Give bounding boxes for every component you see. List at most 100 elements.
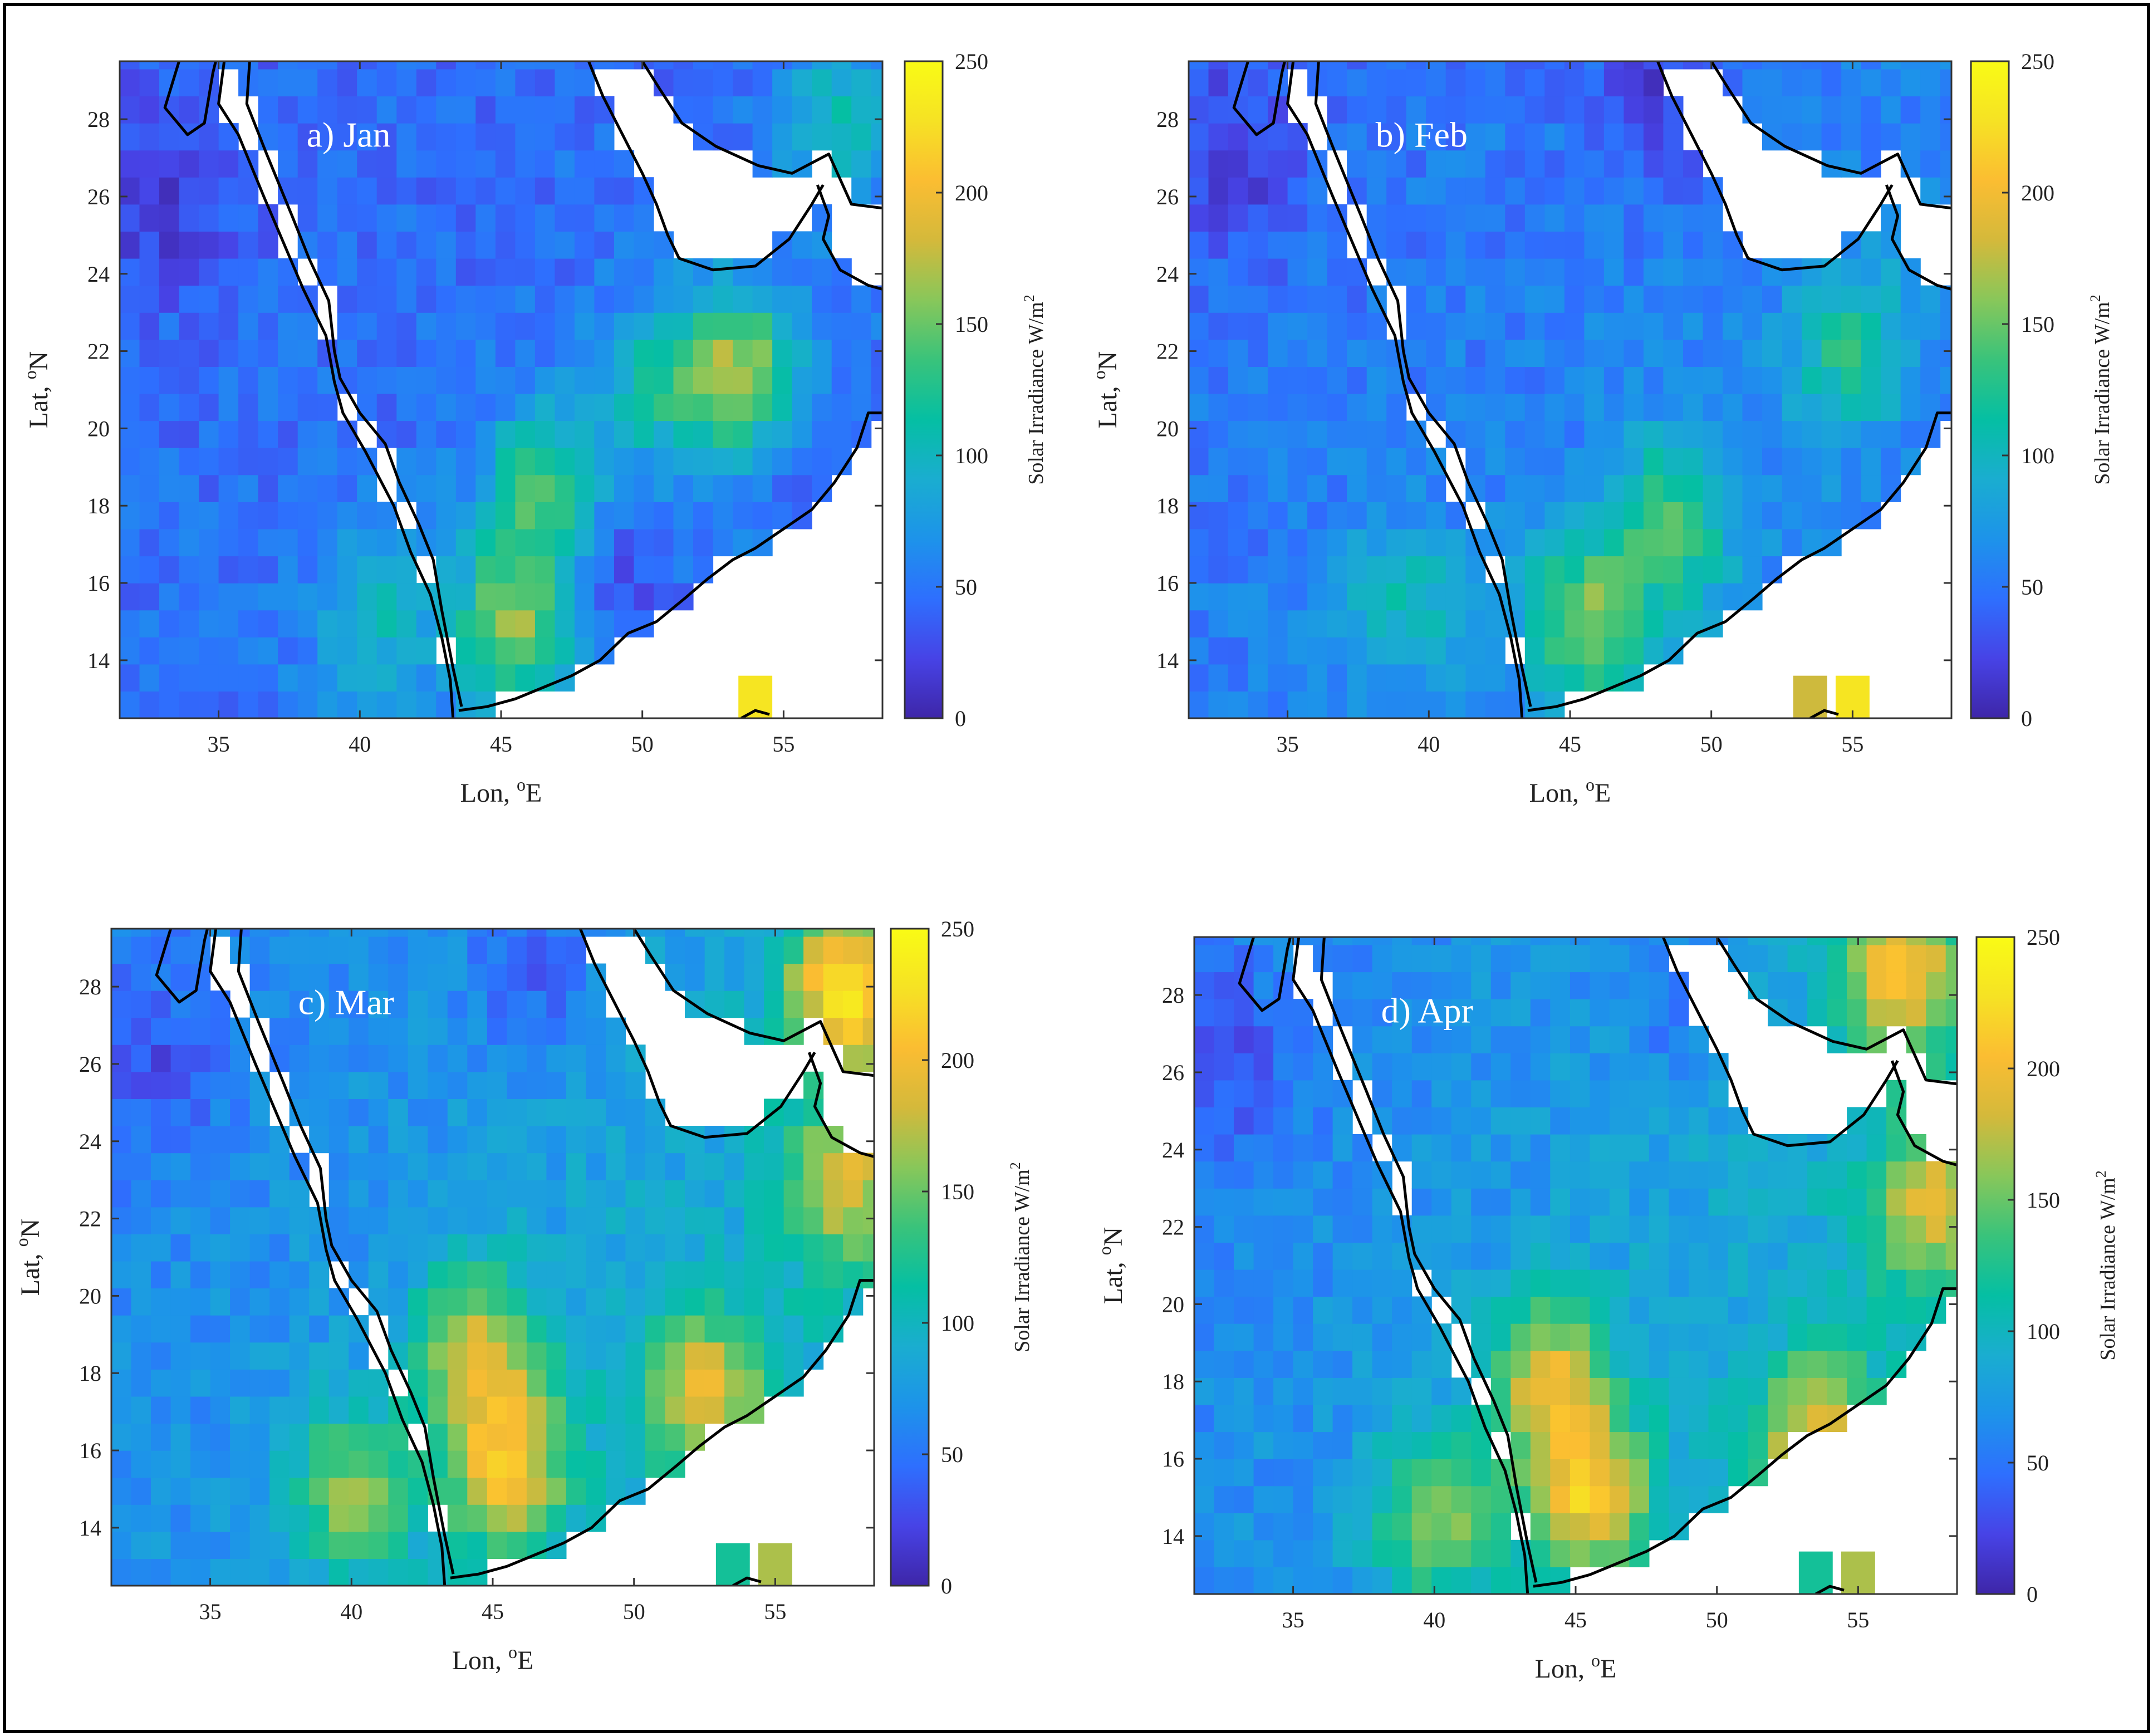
heatmap-cell bbox=[396, 448, 417, 475]
heatmap-cell bbox=[1471, 1080, 1492, 1107]
heatmap-cell bbox=[614, 150, 635, 178]
heatmap-cell bbox=[1208, 204, 1229, 232]
heatmap-cell bbox=[1564, 339, 1585, 367]
coastlines bbox=[1232, 61, 1951, 718]
heatmap-cell bbox=[673, 448, 694, 475]
heatmap-cell bbox=[1431, 1161, 1452, 1189]
heatmap-cell bbox=[606, 1071, 626, 1099]
heatmap-cell bbox=[159, 528, 180, 557]
heatmap-cell bbox=[278, 474, 298, 502]
heatmap-cell bbox=[1544, 150, 1565, 178]
heatmap-cell bbox=[1307, 177, 1328, 205]
heatmap-cell bbox=[1327, 637, 1347, 665]
heatmap-cell bbox=[1352, 1188, 1373, 1216]
heatmap-cell bbox=[436, 339, 457, 367]
heatmap-cell bbox=[1307, 420, 1328, 448]
heatmap-cell bbox=[1584, 610, 1605, 637]
heatmap-cell bbox=[1505, 68, 1526, 97]
heatmap-cell bbox=[159, 420, 180, 448]
heatmap-cell bbox=[586, 1342, 606, 1370]
heatmap-cell bbox=[1273, 1242, 1294, 1270]
heatmap-cell bbox=[1445, 258, 1466, 286]
heatmap-cell bbox=[111, 1450, 132, 1478]
heatmap-cell bbox=[507, 1315, 527, 1343]
heatmap-cell bbox=[349, 1234, 369, 1262]
heatmap-cell bbox=[1372, 937, 1392, 945]
heatmap-cell bbox=[111, 1288, 132, 1316]
heatmap-cell bbox=[289, 990, 310, 1018]
heatmap-cell bbox=[159, 366, 180, 394]
heatmap-cell bbox=[357, 123, 377, 151]
heatmap-cell bbox=[309, 1288, 330, 1316]
heatmap-cell bbox=[1807, 999, 1828, 1027]
heatmap-cell bbox=[1451, 1296, 1472, 1324]
heatmap-cell bbox=[1564, 204, 1585, 232]
heatmap-cell bbox=[1584, 339, 1605, 367]
heatmap-cell bbox=[1287, 258, 1308, 286]
heatmap-cell bbox=[487, 1234, 507, 1262]
heatmap-cell bbox=[1228, 691, 1249, 718]
heatmap-cell bbox=[645, 1396, 666, 1424]
heatmap-cell bbox=[1708, 1134, 1729, 1162]
heatmap-cell bbox=[843, 1180, 864, 1208]
heatmap-cell bbox=[1945, 1188, 1957, 1216]
heatmap-cell bbox=[574, 68, 595, 97]
heatmap-cell bbox=[812, 96, 832, 124]
heatmap-cell bbox=[1293, 1323, 1313, 1351]
heatmap-cell bbox=[1332, 1323, 1353, 1351]
heatmap-cell bbox=[258, 285, 278, 313]
heatmap-cell bbox=[606, 1342, 626, 1370]
heatmap-cell bbox=[792, 339, 812, 367]
heatmap-cell bbox=[594, 339, 615, 367]
heatmap-cell bbox=[151, 1099, 171, 1126]
heatmap-cell bbox=[1253, 1107, 1274, 1135]
heatmap-cell bbox=[645, 929, 666, 937]
heatmap-cell bbox=[1940, 123, 1951, 151]
heatmap-cell bbox=[586, 1234, 606, 1262]
heatmap-cell bbox=[555, 420, 575, 448]
heatmap-cell bbox=[1426, 502, 1446, 529]
coastline bbox=[732, 1576, 762, 1586]
heatmap-cell bbox=[1624, 68, 1644, 97]
heatmap-cell bbox=[1253, 1296, 1274, 1324]
heatmap-cell bbox=[1544, 204, 1565, 232]
heatmap-cell bbox=[1669, 1485, 1689, 1513]
heatmap-cell bbox=[1886, 1242, 1907, 1270]
heatmap-cell bbox=[1386, 61, 1407, 70]
x-tick-label: 45 bbox=[1565, 1607, 1587, 1632]
heatmap-cell bbox=[1807, 1134, 1828, 1162]
heatmap-cell bbox=[1426, 231, 1446, 259]
heatmap-cell bbox=[455, 528, 476, 557]
heatmap-cell bbox=[515, 528, 536, 557]
heatmap-cell bbox=[230, 1558, 251, 1586]
heatmap-cell bbox=[1920, 366, 1941, 394]
heatmap-cell bbox=[297, 366, 318, 394]
heatmap-cell bbox=[1584, 96, 1605, 124]
heatmap-cell bbox=[1208, 177, 1229, 205]
heatmap-cell bbox=[337, 150, 357, 178]
heatmap-cell bbox=[724, 929, 745, 937]
heatmap-cell bbox=[416, 150, 437, 178]
heatmap-cell bbox=[396, 393, 417, 421]
heatmap-cell bbox=[1510, 1161, 1531, 1189]
heatmap-cell bbox=[199, 204, 219, 232]
heatmap-cell bbox=[357, 474, 377, 502]
heatmap-cell bbox=[199, 312, 219, 340]
heatmap-cell bbox=[278, 96, 298, 124]
heatmap-cell bbox=[179, 204, 199, 232]
heatmap-cell bbox=[1802, 339, 1822, 367]
heatmap-cell bbox=[1742, 285, 1763, 313]
heatmap-cell bbox=[555, 474, 575, 502]
heatmap-cell bbox=[289, 1207, 310, 1234]
heatmap-cell bbox=[1485, 366, 1505, 394]
heatmap-cell bbox=[1352, 944, 1373, 973]
heatmap-cell bbox=[1920, 96, 1941, 124]
heatmap-cell bbox=[693, 61, 714, 70]
heatmap-cell bbox=[586, 1153, 606, 1180]
heatmap-cell bbox=[555, 610, 575, 637]
heatmap-cell bbox=[1550, 1215, 1571, 1243]
heatmap-cell bbox=[546, 1504, 567, 1532]
heatmap-cell bbox=[1590, 937, 1610, 945]
heatmap-cell bbox=[1768, 1242, 1788, 1270]
heatmap-cell bbox=[851, 61, 872, 70]
